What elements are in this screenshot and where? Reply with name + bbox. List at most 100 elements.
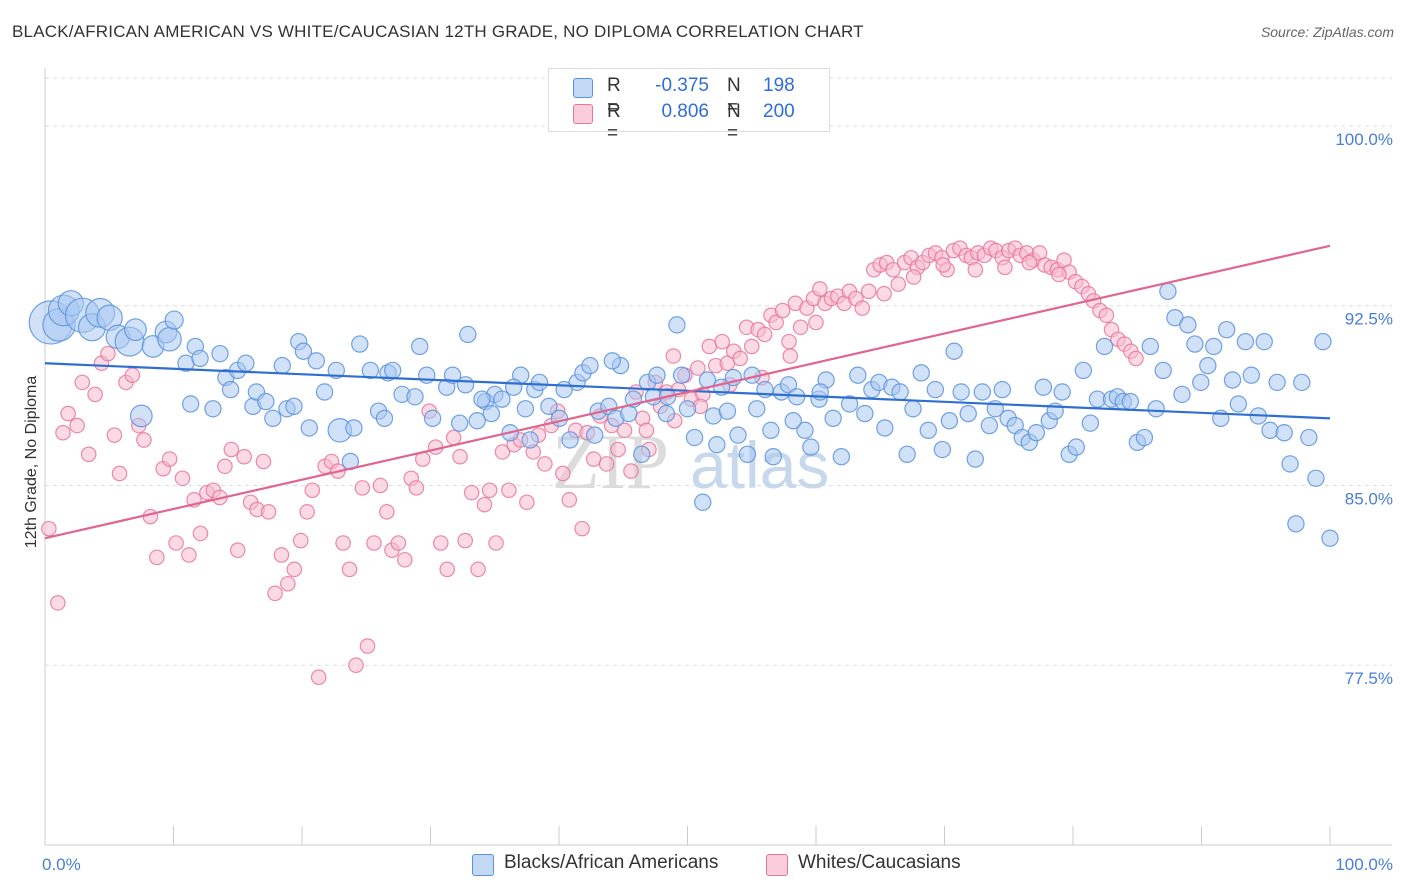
point-black	[285, 397, 303, 416]
point-white	[494, 444, 511, 460]
point-black	[530, 373, 549, 392]
point-white	[537, 456, 553, 472]
point-white	[310, 669, 327, 686]
chart-title: BLACK/AFRICAN AMERICAN VS WHITE/CAUCASIA…	[12, 22, 864, 41]
point-white	[372, 477, 389, 494]
point-black	[1293, 373, 1311, 392]
point-black	[784, 412, 802, 430]
point-black	[1229, 395, 1248, 413]
point-black	[221, 380, 240, 399]
point-black	[204, 400, 222, 418]
point-black	[450, 414, 469, 432]
legend-r-value: -0.375	[655, 75, 709, 96]
point-black	[678, 400, 697, 418]
point-white	[192, 525, 209, 542]
point-white	[273, 547, 290, 563]
point-white	[501, 482, 517, 499]
point-white	[876, 285, 892, 302]
point-black	[993, 380, 1011, 399]
point-white	[1021, 254, 1038, 271]
point-white	[229, 542, 246, 558]
point-black	[832, 448, 851, 466]
point-white	[299, 504, 315, 520]
point-black	[1307, 469, 1325, 487]
point-white	[885, 261, 901, 278]
point-black	[1074, 361, 1093, 380]
point-black	[980, 416, 999, 435]
point-white	[161, 451, 178, 467]
point-black	[1275, 424, 1293, 442]
point-black	[1141, 337, 1159, 356]
legend-swatch-pink	[573, 104, 593, 124]
point-black	[273, 356, 291, 375]
y-tick-label: 92.5%	[1345, 310, 1393, 329]
point-black	[516, 400, 535, 418]
point-black	[493, 390, 511, 408]
point-black	[919, 421, 937, 440]
point-white	[41, 520, 57, 537]
point-black	[237, 354, 255, 372]
points-blacks	[28, 282, 1339, 547]
point-black	[473, 390, 491, 408]
point-black	[211, 344, 229, 363]
point-black	[620, 404, 638, 423]
point-black	[383, 361, 402, 380]
point-black	[1135, 428, 1154, 447]
source-label: Source: ZipAtlas.com	[1260, 24, 1394, 40]
point-white	[341, 561, 358, 578]
point-black	[1255, 332, 1273, 351]
point-black	[1199, 356, 1217, 375]
y-tick-label: 77.5%	[1345, 669, 1393, 688]
point-black	[718, 402, 737, 420]
point-black	[898, 445, 916, 464]
bottom-legend-label-pink: Whites/Caucasians	[798, 852, 961, 873]
point-black	[933, 440, 952, 459]
point-black	[257, 392, 275, 411]
point-black	[738, 445, 757, 464]
point-white	[457, 532, 473, 549]
point-black	[945, 342, 963, 360]
point-white	[519, 494, 535, 511]
point-white	[50, 595, 66, 611]
point-white	[142, 508, 159, 525]
point-white	[781, 333, 797, 350]
bottom-legend-swatch-pink	[766, 854, 788, 876]
point-black	[375, 409, 394, 428]
point-black	[586, 426, 604, 444]
point-black	[345, 419, 363, 437]
y-tick-label: 85.0%	[1345, 489, 1393, 508]
point-white	[60, 405, 76, 422]
point-white	[905, 269, 922, 285]
point-black	[315, 383, 334, 401]
point-white	[689, 360, 706, 376]
point-white	[561, 492, 578, 508]
point-white	[1128, 350, 1144, 367]
point-black	[1205, 337, 1223, 356]
point-white	[598, 456, 615, 472]
trend-line-whites	[44, 244, 1331, 540]
point-black	[307, 352, 326, 370]
point-white	[236, 448, 252, 465]
point-black	[762, 421, 780, 440]
point-white	[124, 367, 141, 384]
point-black	[1053, 383, 1071, 401]
point-white	[997, 259, 1013, 276]
x-tick-label: 100.0%	[1335, 855, 1393, 874]
point-white	[476, 496, 493, 513]
point-white	[743, 338, 760, 355]
point-white	[74, 374, 91, 391]
point-black	[603, 352, 622, 370]
point-white	[967, 261, 984, 278]
point-white	[665, 348, 682, 364]
point-white	[223, 441, 240, 458]
point-white	[935, 257, 952, 273]
point-black	[468, 412, 486, 430]
point-white	[638, 422, 655, 439]
trend-line-blacks	[44, 362, 1331, 420]
point-black	[1121, 392, 1140, 411]
point-white	[181, 547, 197, 563]
correlation-legend: R = -0.375 N = 198 R = 0.806 N = 200	[548, 68, 830, 144]
point-black	[849, 366, 867, 384]
point-black	[406, 388, 424, 406]
point-black	[1081, 414, 1100, 432]
